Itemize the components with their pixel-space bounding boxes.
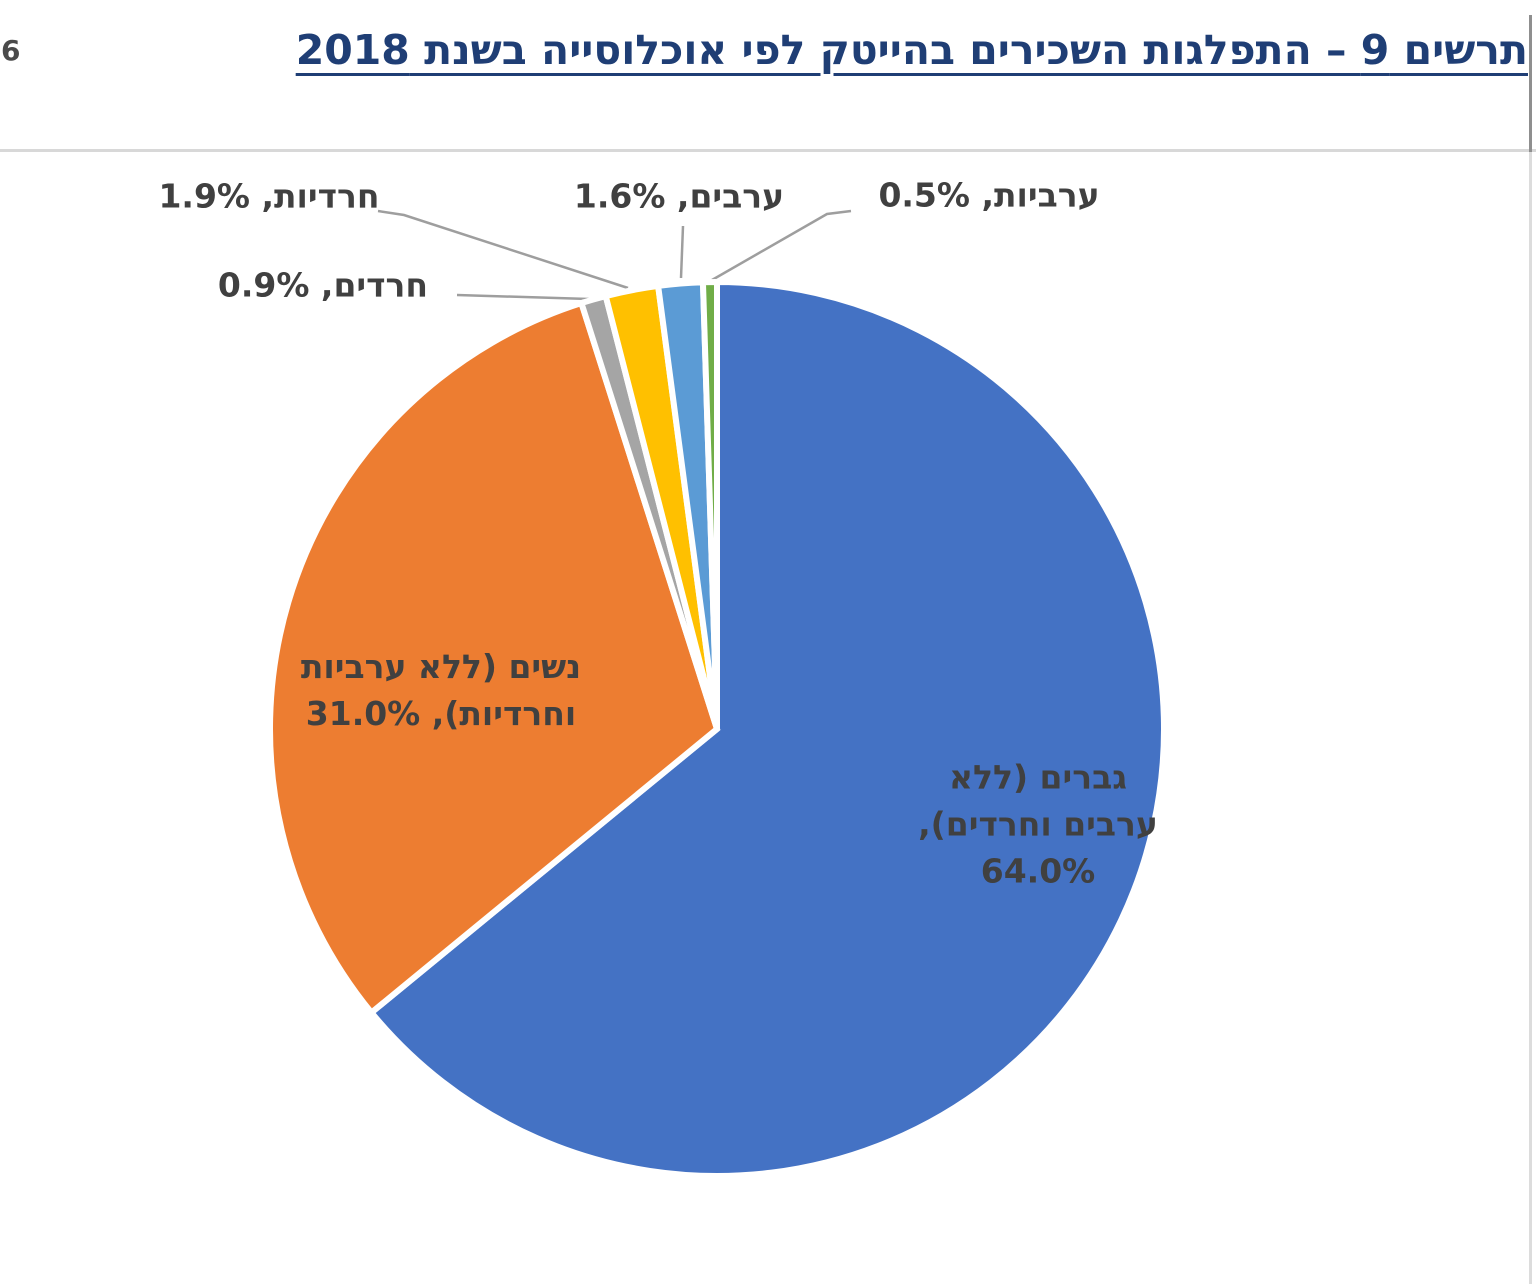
leader-line-haredi-men: [456, 293, 590, 301]
slice-label-arab-women: ערביות, 0.5%: [878, 175, 1100, 215]
page-edge-line-top: [1529, 15, 1532, 152]
footnote-marker: 6: [1, 34, 21, 67]
slice-label-women-non-arab-non-haredi: נשים (ללא ערביות וחרדיות), 31.0%: [300, 647, 582, 733]
slice-label-haredi-women: חרדיות, 1.9%: [158, 176, 380, 216]
pie-slice-arab-women: [699, 278, 720, 730]
leader-line-arab-women: [711, 209, 852, 282]
page-title: תרשים 9 – התפלגות השכירים בהייטק לפי אוכ…: [295, 26, 1528, 74]
slice-label-men-non-arab-non-haredi: גברים (ללא ערבים וחרדים), 64.0%: [918, 757, 1158, 891]
leader-line-haredi-women: [377, 209, 629, 290]
header-divider: [0, 149, 1536, 152]
leader-line-arab-men: [679, 225, 685, 279]
slice-label-haredi-men: חרדים, 0.9%: [217, 265, 429, 305]
slice-label-arab-men: ערבים, 1.6%: [573, 176, 785, 216]
pie-slice-women-non-arab-non-haredi: [267, 299, 721, 1017]
page-edge-line-bottom: [1529, 152, 1532, 1284]
pie-slice-men-non-arab-non-haredi: [367, 278, 1167, 1179]
